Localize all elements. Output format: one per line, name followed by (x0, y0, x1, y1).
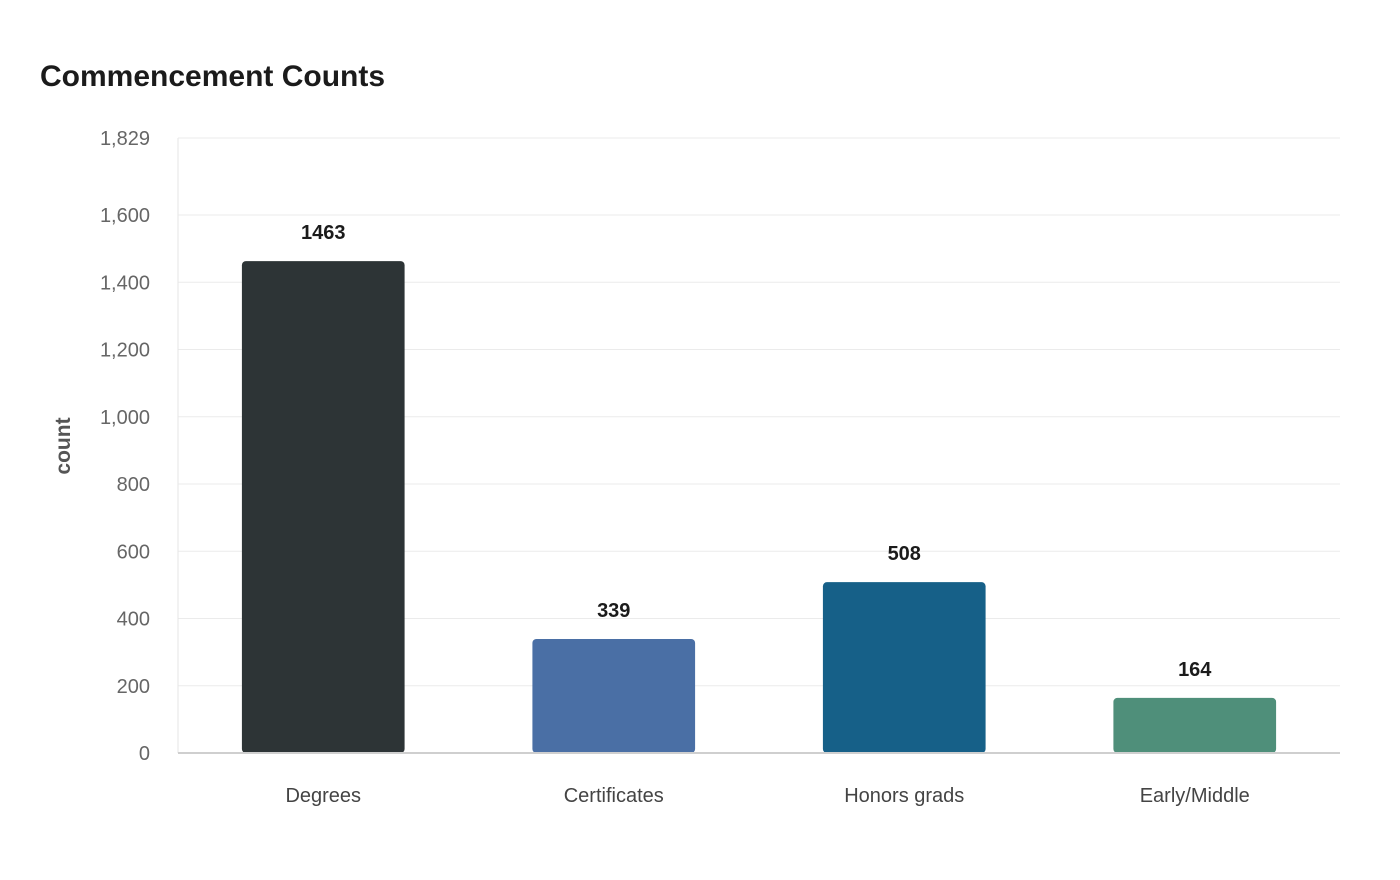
y-tick-label: 600 (117, 541, 150, 563)
y-tick-label: 200 (117, 676, 150, 698)
bar-degrees (242, 261, 405, 753)
bar-value-label: 508 (888, 543, 921, 565)
bars (242, 261, 1276, 753)
bar-value-label: 1463 (301, 222, 346, 244)
bar-certificates (532, 639, 695, 753)
value-labels: 1463 339 508 164 (301, 222, 1212, 681)
y-tick-label: 1,200 (100, 340, 150, 362)
bar-honors-grads (823, 582, 986, 753)
x-tick-label: Certificates (564, 785, 664, 807)
x-tick-label: Early/Middle (1140, 785, 1250, 807)
y-tick-label: 0 (139, 743, 150, 765)
y-axis-title: count (52, 417, 75, 474)
y-tick-label: 1,400 (100, 272, 150, 294)
y-axis-ticks: 0 200 400 600 800 1,000 1,200 1,400 1,600 1,829 (100, 128, 150, 765)
x-axis-categories: Degrees Certificates Honors grads Early/Mid… (285, 785, 1249, 807)
x-tick-label: Degrees (285, 785, 361, 807)
bar-value-label: 339 (597, 600, 630, 622)
y-tick-label: 800 (117, 474, 150, 496)
bar-value-label: 164 (1178, 659, 1212, 681)
y-tick-label: 1,600 (100, 205, 150, 227)
y-tick-label: 1,829 (100, 128, 150, 150)
bar-early-middle (1113, 698, 1276, 753)
y-tick-label: 1,000 (100, 407, 150, 429)
y-tick-label: 400 (117, 609, 150, 631)
x-tick-label: Honors grads (844, 785, 964, 807)
